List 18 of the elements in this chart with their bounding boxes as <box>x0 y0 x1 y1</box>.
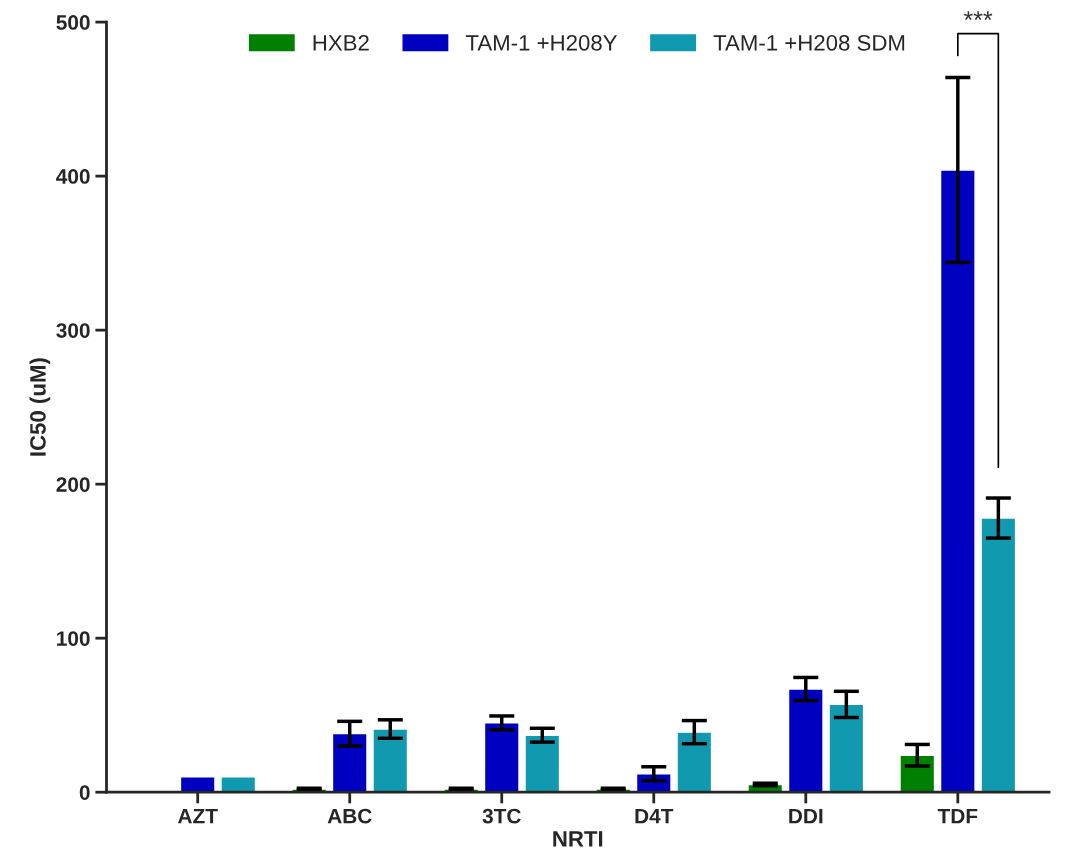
x-axis-title: NRTI <box>553 831 603 847</box>
y-tick-label: 500 <box>56 15 90 30</box>
x-tick-label: TDF <box>937 808 978 824</box>
y-tick-label: 300 <box>56 323 90 338</box>
x-tick-label: ABC <box>327 808 372 824</box>
y-tick-label: 100 <box>57 631 90 646</box>
text: *** <box>963 11 993 21</box>
x-tick-label: AZT <box>177 808 218 824</box>
x-tick-label: 3TC <box>482 808 521 824</box>
x-tick-label: D4T <box>635 808 674 824</box>
y-tick-label: 0 <box>79 785 90 800</box>
legend-label: TAM-1 +H208Y <box>465 34 618 51</box>
legend-label: TAM-1 +H208 SDM <box>713 34 905 51</box>
y-tick-label: 400 <box>56 169 90 184</box>
x-tick-label: DDI <box>789 808 823 824</box>
y-tick-label: 200 <box>56 477 90 492</box>
legend-label: HXB2 <box>313 34 369 51</box>
y-axis-title: IC50 (uM) <box>29 358 51 456</box>
